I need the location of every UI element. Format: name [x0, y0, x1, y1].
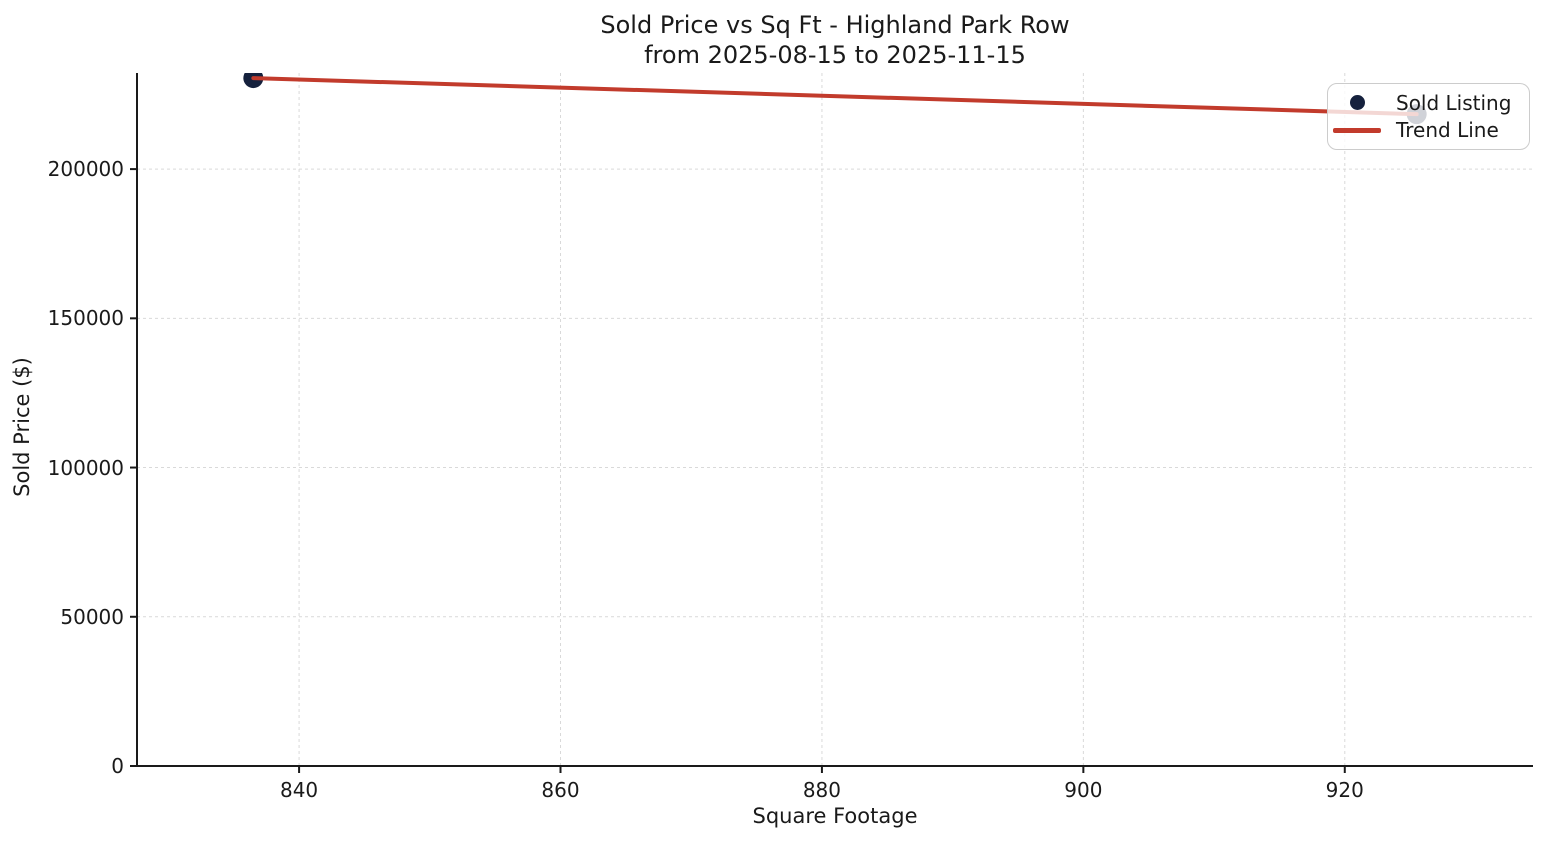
grid-layer [137, 73, 1533, 767]
legend-marker-cell [1328, 127, 1386, 133]
trend-line-sample-icon [1333, 127, 1381, 133]
trend-line [251, 76, 1419, 117]
y-tick-label: 200000 [47, 157, 124, 182]
y-tick-label: 150000 [47, 306, 124, 331]
x-tick-label: 920 [1325, 778, 1364, 802]
x-tick-label: 840 [279, 778, 319, 802]
x-tick-label: 880 [802, 778, 842, 802]
legend-item-sold-listing: Sold Listing [1328, 89, 1529, 117]
legend-marker-cell [1328, 95, 1386, 111]
y-tick-label: 100000 [47, 455, 124, 480]
legend: Sold Listing Trend Line [1327, 83, 1530, 150]
y-tick-label: 0 [111, 754, 124, 778]
x-tick-label: 900 [1064, 778, 1103, 802]
legend-label-sold-listing: Sold Listing [1396, 90, 1512, 115]
legend-item-trend-line: Trend Line [1328, 117, 1529, 145]
sold-listing-dot-icon [1349, 95, 1365, 111]
chart-title: Sold Price vs Sq Ft - Highland Park Row [600, 11, 1070, 39]
axis-layer [130, 73, 1533, 773]
y-tick-label: 50000 [60, 604, 124, 629]
legend-label-trend-line: Trend Line [1396, 118, 1499, 143]
data-layer [243, 73, 1427, 125]
x-axis-label: Square Footage [752, 804, 918, 828]
chart-subtitle: from 2025-08-15 to 2025-11-15 [644, 41, 1026, 69]
x-tick-label: 860 [541, 778, 580, 802]
